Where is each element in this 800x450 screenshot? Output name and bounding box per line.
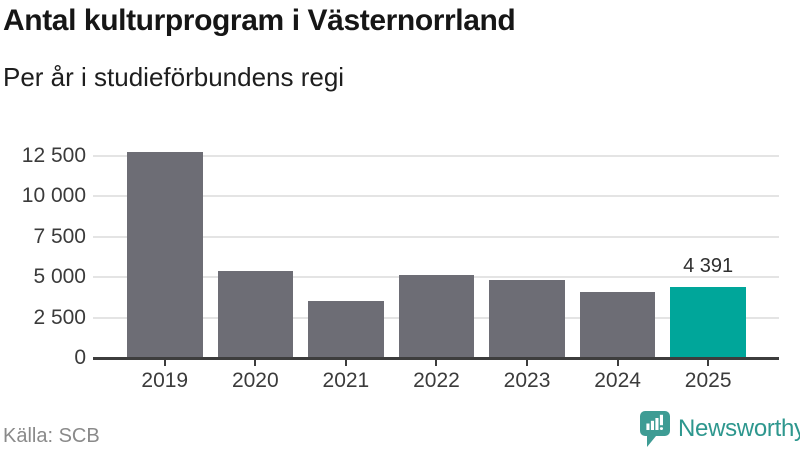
x-axis-line [93,356,779,360]
bar-value-label-2025: 4 391 [683,254,734,277]
y-axis-label-12500: 12 500 [21,143,86,167]
bar-2021 [308,301,384,358]
y-axis-label-7500: 7 500 [33,224,86,248]
x-axis-label-2020: 2020 [231,369,279,392]
grid-line-7500 [93,235,779,238]
x-axis-tick-2019 [163,359,166,366]
x-axis-tick-2022 [435,359,438,366]
x-axis-label-2019: 2019 [141,369,189,392]
chart-subtitle: Per år i studieförbundens regi [3,62,345,92]
source-label: Källa: SCB [3,425,100,447]
bar-2019 [127,151,203,358]
x-axis-tick-2024 [616,359,619,366]
y-axis-label-0: 0 [74,346,86,369]
y-axis-label-10000: 10 000 [21,184,86,208]
grid-line-10000 [93,195,779,198]
bar-2024 [579,292,656,358]
x-axis-label-2024: 2024 [594,369,641,392]
grid-line-12500 [93,154,779,157]
bar-2025 [670,286,746,358]
newsworthy-wordmark: Newsworthy [678,415,800,442]
newsworthy-logo: Newsworthy [640,411,800,447]
chart-title: Antal kulturprogram i Västernorrland [3,4,516,37]
y-axis-label-2500: 2 500 [33,305,86,329]
x-axis-tick-2021 [344,359,347,366]
x-axis-tick-2025 [707,359,710,366]
y-axis-label-5000: 5 000 [33,265,86,289]
bar-2020 [217,270,294,358]
x-axis-label-2021: 2021 [322,369,370,392]
x-axis-tick-2020 [254,359,257,366]
x-axis-label-2023: 2023 [503,369,551,392]
x-axis-tick-2023 [526,359,529,366]
bar-2022 [398,274,475,358]
newsworthy-bar-chart-bubble-icon [640,411,670,447]
x-axis-label-2022: 2022 [413,369,460,392]
x-axis-label-2025: 2025 [684,369,732,392]
bar-2023 [489,280,565,358]
